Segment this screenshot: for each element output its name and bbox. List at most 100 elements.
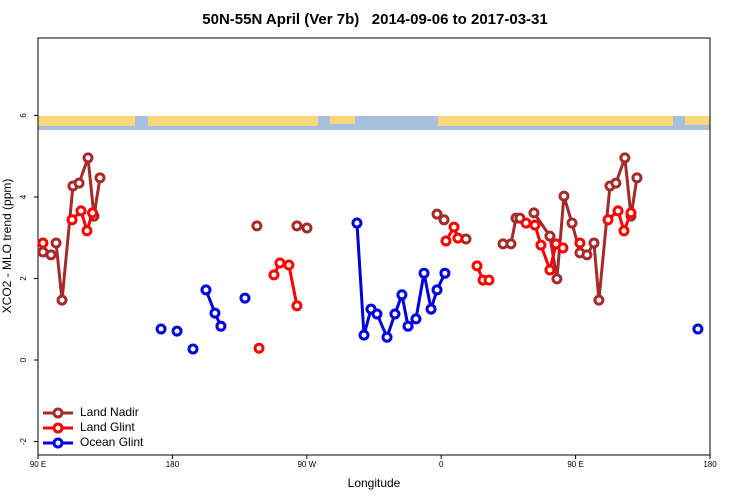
point <box>82 152 94 164</box>
point <box>483 274 495 286</box>
point <box>381 331 393 343</box>
point <box>301 222 313 234</box>
point <box>588 237 600 249</box>
land-band <box>38 116 135 126</box>
point <box>520 217 532 229</box>
point <box>200 284 212 296</box>
point <box>371 308 383 320</box>
point <box>253 342 265 354</box>
point <box>529 219 541 231</box>
point <box>351 217 363 229</box>
point <box>593 294 605 306</box>
x-tick-label: 0 <box>439 460 444 469</box>
point <box>73 177 85 189</box>
y-tick-label: 4 <box>19 194 28 199</box>
point <box>187 343 199 355</box>
point <box>171 325 183 337</box>
point <box>558 190 570 202</box>
point <box>618 225 630 237</box>
point <box>402 320 414 332</box>
plot-frame <box>37 37 711 456</box>
series-line <box>70 209 633 307</box>
point <box>438 214 450 226</box>
land-band <box>438 116 673 126</box>
point <box>274 257 286 269</box>
point <box>209 307 221 319</box>
point <box>75 205 87 217</box>
point <box>431 284 443 296</box>
series-line <box>42 156 639 302</box>
y-tick-label: 6 <box>19 113 28 118</box>
land-band <box>330 116 355 124</box>
point <box>612 205 624 217</box>
legend-label: Ocean Glint <box>80 435 144 449</box>
point <box>448 221 460 233</box>
point <box>425 303 437 315</box>
y-tick-label: -2 <box>19 437 28 445</box>
point <box>418 267 430 279</box>
point <box>544 264 556 276</box>
x-tick-label: 180 <box>166 460 180 469</box>
point <box>291 300 303 312</box>
point <box>581 249 593 261</box>
x-axis-label: Longitude <box>348 476 401 490</box>
point <box>544 230 556 242</box>
point <box>251 220 263 232</box>
point <box>619 152 631 164</box>
point <box>505 238 517 250</box>
point <box>452 232 464 244</box>
point <box>283 259 295 271</box>
point <box>81 225 93 237</box>
point <box>551 273 563 285</box>
point <box>610 177 622 189</box>
point <box>574 237 586 249</box>
point <box>535 239 547 251</box>
point <box>410 313 422 325</box>
land-band <box>685 116 710 125</box>
point <box>566 217 578 229</box>
point <box>268 269 280 281</box>
point <box>45 249 57 261</box>
point <box>56 294 68 306</box>
legend-label: Land Glint <box>80 420 135 434</box>
point <box>358 329 370 341</box>
point <box>50 237 62 249</box>
land-ocean-strip <box>38 116 710 130</box>
legend-marker <box>52 422 64 434</box>
point <box>557 242 569 254</box>
point <box>66 214 78 226</box>
land-band <box>148 116 318 126</box>
point <box>389 308 401 320</box>
point <box>37 237 49 249</box>
point <box>155 323 167 335</box>
y-tick-label: 2 <box>19 276 28 281</box>
x-tick-label: 180 <box>703 460 717 469</box>
x-tick-label: 90 W <box>297 460 316 469</box>
legend-marker <box>52 437 64 449</box>
y-axis-label: XCO2 - MLO trend (ppm) <box>0 179 14 314</box>
point <box>291 220 303 232</box>
point <box>396 289 408 301</box>
point <box>215 320 227 332</box>
point <box>94 172 106 184</box>
y-tick-label: 0 <box>19 357 28 362</box>
point <box>87 207 99 219</box>
point <box>631 172 643 184</box>
point <box>431 208 443 220</box>
legend-label: Land Nadir <box>80 405 139 419</box>
point <box>239 292 251 304</box>
point <box>625 207 637 219</box>
series-line <box>206 223 698 337</box>
point <box>440 235 452 247</box>
legend-marker <box>52 407 64 419</box>
point <box>439 267 451 279</box>
x-tick-label: 90 E <box>30 460 46 469</box>
point <box>471 260 483 272</box>
point <box>602 214 614 226</box>
point <box>528 207 540 219</box>
x-tick-label: 90 E <box>567 460 583 469</box>
point <box>692 323 704 335</box>
chart-title: 50N-55N April (Ver 7b) 2014-09-06 to 201… <box>202 11 547 28</box>
